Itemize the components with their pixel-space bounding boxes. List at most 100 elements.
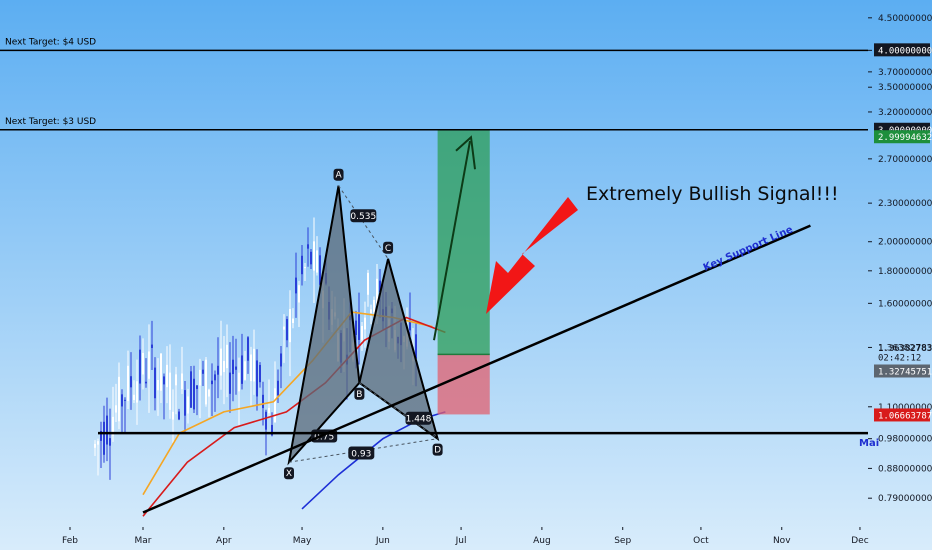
- position-tool[interactable]: [433, 129, 490, 415]
- point-b-badge: [354, 387, 365, 400]
- price-tick-label: 0.79000000: [878, 494, 932, 504]
- price-tick-label: 2.30000000: [878, 199, 932, 209]
- candle-body: [283, 326, 285, 330]
- candle-body: [202, 369, 204, 374]
- price-tick-label: 4.50000000: [878, 14, 932, 24]
- candle-body: [250, 354, 252, 382]
- stop-zone[interactable]: [437, 354, 490, 415]
- candle-body: [97, 441, 99, 445]
- candle-body: [253, 348, 255, 382]
- candle-body: [124, 399, 126, 401]
- month-label: Feb: [62, 536, 78, 546]
- candle-body: [298, 285, 300, 303]
- candle-body: [184, 390, 186, 416]
- candle-body: [136, 381, 138, 403]
- candle-body: [139, 349, 141, 384]
- candle-body: [277, 380, 279, 396]
- candle-body: [178, 411, 180, 420]
- candle-body: [163, 376, 165, 385]
- candle-body: [265, 411, 267, 430]
- candle-body: [361, 326, 363, 340]
- candle-body: [121, 394, 123, 407]
- harmonic-xd-line: [288, 438, 438, 463]
- candle-body: [142, 352, 144, 375]
- ratio-label: 0.93: [351, 449, 371, 459]
- profit-zone[interactable]: [437, 129, 490, 355]
- target-label: Next Target: $3 USD: [5, 117, 96, 127]
- month-label: Sep: [614, 536, 631, 546]
- point-x-label: X: [286, 469, 292, 479]
- candle-body: [316, 250, 318, 273]
- month-label: Nov: [773, 536, 791, 546]
- month-label: Dec: [851, 536, 868, 546]
- candle-body: [94, 443, 96, 448]
- candle-body: [229, 372, 231, 394]
- candle-body: [217, 365, 219, 375]
- candle-body: [193, 378, 195, 410]
- month-label: Aug: [533, 536, 551, 546]
- candle-body: [235, 366, 237, 370]
- harmonic-bd-line: [359, 382, 438, 440]
- price-tick-label: 1.36382783: [878, 343, 932, 353]
- candle-body: [304, 267, 306, 269]
- candle-body: [199, 369, 201, 386]
- candle-body: [109, 438, 111, 446]
- price-badge-text: 1.36382783: [878, 344, 932, 354]
- candle-body: [214, 374, 216, 381]
- candle-body: [364, 317, 366, 330]
- price-tick-label: 3.70000000: [878, 68, 932, 78]
- candle-body: [238, 372, 240, 392]
- price-tick-label: 1.60000000: [878, 299, 932, 309]
- point-a-label: A: [335, 171, 342, 181]
- candle-body: [208, 389, 210, 397]
- price-tick-label: 2.70000000: [878, 155, 932, 165]
- candle-body: [376, 278, 378, 307]
- candle-body: [151, 344, 153, 348]
- candle-body: [223, 360, 225, 373]
- candle-body: [226, 344, 228, 369]
- candle-body: [268, 407, 270, 414]
- point-x-badge: [284, 467, 294, 480]
- price-tick-label: 0.88000000: [878, 464, 932, 474]
- ratio-label: 0.535: [350, 212, 376, 222]
- candle-body: [286, 319, 288, 341]
- point-c-label: C: [385, 244, 391, 254]
- candle-body: [145, 381, 147, 384]
- price-axis[interactable]: 4.50000000 4.00000000 3.70000000 3.50000000…: [868, 0, 932, 550]
- candle-body: [241, 355, 243, 384]
- price-tick-label: 3.50000000: [878, 83, 932, 93]
- point-a-badge: [333, 168, 344, 181]
- point-c-badge: [383, 241, 394, 254]
- candle-body: [220, 348, 222, 376]
- projection-arrowhead-icon: [455, 135, 476, 170]
- candle-body: [190, 371, 192, 408]
- candle-body: [409, 321, 411, 331]
- month-label: Apr: [216, 536, 232, 546]
- candle-body: [100, 430, 102, 441]
- candle-body: [154, 367, 156, 399]
- price-badge: [874, 130, 930, 144]
- price-tick-label: 3.20000000: [878, 108, 932, 118]
- candle-body: [295, 277, 297, 294]
- harmonic-xab-triangle[interactable]: [287, 185, 361, 466]
- candle-body: [289, 309, 291, 343]
- time-axis[interactable]: Feb Mar Apr May Jun Jul Aug Sep Oct Nov Dec: [62, 527, 869, 546]
- ratio-badge: [350, 209, 377, 223]
- month-label: Jul: [455, 536, 467, 546]
- bullish-annotation[interactable]: Extremely Bullish Signal!!!: [486, 183, 839, 314]
- candle-body: [205, 359, 207, 405]
- price-badge-text: 02:42:12: [878, 353, 921, 363]
- projection-arrow[interactable]: [433, 140, 471, 341]
- price-tick-label: 2.00000000: [878, 238, 932, 248]
- point-d-badge: [432, 443, 443, 456]
- candle-body: [313, 241, 315, 271]
- candle-body: [130, 376, 132, 388]
- candle-body: [280, 353, 282, 367]
- drawn-lines[interactable]: Next Target: $4 USD Next Target: $3 USD: [0, 37, 868, 514]
- price-badge: [874, 43, 930, 57]
- price-badge-text: 1.32745751: [878, 367, 932, 377]
- month-label: Mar: [135, 536, 152, 546]
- key-support-line[interactable]: [142, 224, 811, 514]
- candle-body: [415, 334, 417, 359]
